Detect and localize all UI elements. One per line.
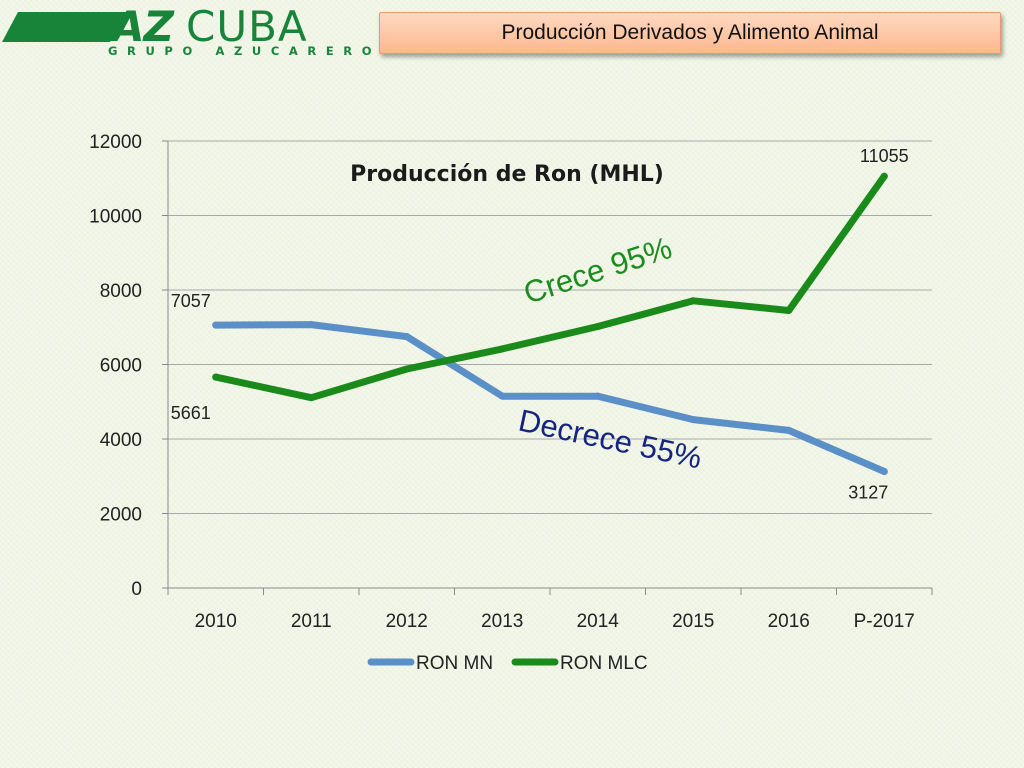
data-label: 7057 bbox=[171, 291, 211, 311]
x-tick-label: 2013 bbox=[481, 611, 523, 632]
azcuba-logo: AZ CUBA GRUPO AZUCARERO bbox=[0, 2, 372, 60]
x-tick-label: 2012 bbox=[386, 611, 428, 632]
y-tick-label: 6000 bbox=[100, 356, 142, 377]
data-point bbox=[785, 306, 793, 314]
data-point bbox=[880, 172, 888, 180]
section-header-title: Producción Derivados y Alimento Animal bbox=[501, 21, 879, 44]
logo-text-az: AZ bbox=[112, 2, 174, 51]
legend-item: RON MLC bbox=[511, 653, 648, 674]
x-tick-label: 2010 bbox=[195, 611, 237, 632]
data-point bbox=[498, 392, 506, 400]
data-point bbox=[594, 323, 602, 331]
chart-title: Producción de Ron (MHL) bbox=[350, 162, 664, 187]
annotation-growth: Crece 95% bbox=[519, 230, 676, 311]
legend: RON MN RON MLC bbox=[367, 653, 648, 674]
data-point bbox=[403, 365, 411, 373]
data-point bbox=[212, 373, 220, 381]
series-line bbox=[212, 321, 888, 475]
y-tick-label: 8000 bbox=[100, 281, 142, 302]
x-tick-label: 2015 bbox=[672, 611, 714, 632]
data-point bbox=[212, 321, 220, 329]
y-tick-label: 10000 bbox=[89, 207, 142, 228]
x-tick-label: 2014 bbox=[577, 611, 620, 632]
data-label: 11055 bbox=[860, 146, 909, 166]
data-point bbox=[785, 426, 793, 434]
x-tick-label: 2016 bbox=[768, 611, 810, 632]
data-point bbox=[689, 416, 697, 424]
data-point bbox=[594, 392, 602, 400]
data-label: 3127 bbox=[848, 483, 888, 503]
series-lines bbox=[212, 172, 888, 476]
data-point bbox=[689, 297, 697, 305]
legend-item: RON MN bbox=[367, 653, 493, 674]
data-point bbox=[880, 468, 888, 476]
legend-label: RON MLC bbox=[560, 653, 648, 674]
data-point bbox=[498, 345, 506, 353]
logo-subtitle: GRUPO AZUCARERO bbox=[108, 44, 382, 58]
legend-label: RON MN bbox=[416, 653, 493, 674]
y-tick-label: 4000 bbox=[100, 430, 142, 451]
logo-text-cuba: CUBA bbox=[186, 2, 308, 51]
data-point bbox=[307, 321, 315, 329]
data-point bbox=[403, 333, 411, 341]
series-ron-mn bbox=[212, 321, 888, 476]
x-tick-label: 2011 bbox=[291, 611, 332, 632]
x-tick-label: P-2017 bbox=[854, 611, 915, 632]
data-point bbox=[307, 394, 315, 402]
axes: 0 2000 4000 6000 8000 10000 12000 2010 2011 2012 2… bbox=[89, 132, 933, 632]
series-ron-mlc bbox=[212, 172, 888, 402]
data-labels: 7057 5661 11055 3127 bbox=[171, 146, 909, 502]
data-label: 5661 bbox=[171, 403, 211, 423]
y-tick-label: 0 bbox=[131, 579, 142, 600]
section-header: Producción Derivados y Alimento Animal bbox=[379, 12, 1001, 54]
series-line bbox=[212, 172, 888, 402]
y-tick-label: 2000 bbox=[100, 505, 142, 526]
y-tick-label: 12000 bbox=[89, 132, 142, 153]
